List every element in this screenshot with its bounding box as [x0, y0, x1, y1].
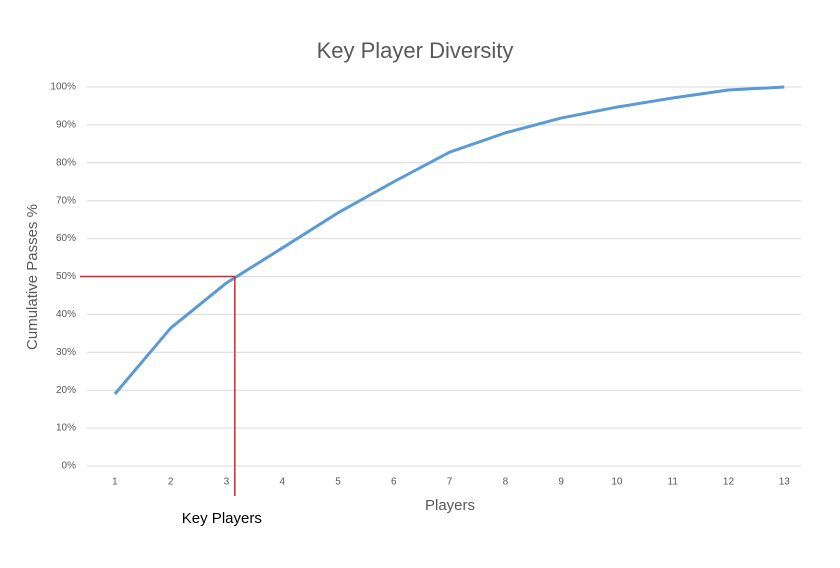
x-tick-label: 11	[668, 477, 679, 488]
x-tick-label: 3	[224, 477, 230, 488]
y-tick-label: 20%	[56, 385, 76, 396]
x-tick-label: 10	[611, 477, 623, 488]
y-tick-label: 80%	[56, 157, 76, 168]
y-tick-label: 90%	[56, 120, 76, 131]
x-tick-label: 4	[279, 477, 285, 488]
y-axis-label: Cumulative Passes %	[24, 204, 41, 350]
y-tick-label: 60%	[56, 233, 76, 244]
x-tick-label: 8	[503, 477, 509, 488]
chart-title: Key Player Diversity	[317, 38, 514, 63]
y-tick-label: 10%	[56, 423, 76, 434]
x-tick-label: 12	[723, 477, 735, 488]
y-tick-label: 50%	[56, 271, 76, 282]
x-tick-label: 6	[391, 477, 397, 488]
x-tick-label: 7	[447, 477, 453, 488]
x-tick-label: 13	[779, 477, 791, 488]
y-tick-label: 30%	[56, 347, 76, 358]
y-tick-label: 100%	[50, 82, 76, 93]
x-tick-label: 9	[558, 477, 564, 488]
x-axis-label: Players	[425, 497, 475, 514]
data-line	[113, 85, 785, 395]
x-tick-label: 5	[335, 477, 341, 488]
y-tick-label: 0%	[62, 461, 77, 472]
y-tick-label: 40%	[56, 309, 76, 320]
y-tick-label: 70%	[56, 195, 76, 206]
x-tick-label: 2	[168, 477, 174, 488]
annotation-text: Key Players	[182, 510, 262, 527]
x-tick-label: 1	[112, 477, 118, 488]
